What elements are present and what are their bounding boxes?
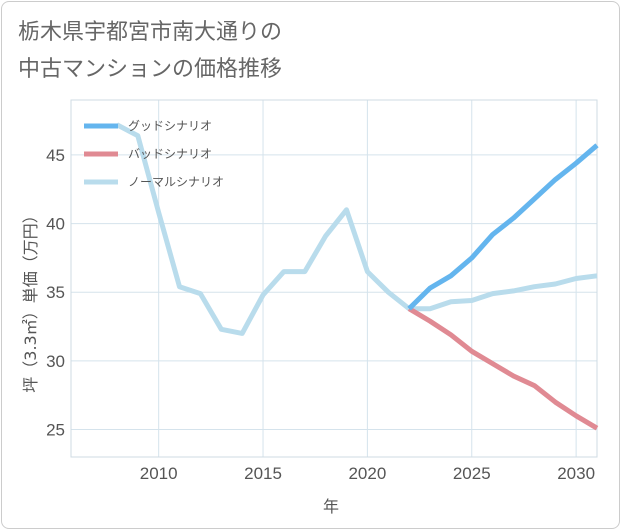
series-line-bad [407,306,599,431]
chart-title-line1: 栃木県宇都宮市南大通りの [18,20,283,45]
y-tick-label: 45 [46,146,65,165]
x-axis-label: 年 [323,497,339,516]
axis-ticks: 2010 2015 2020 2025 2030 25 30 35 40 45 [46,146,595,483]
legend-label-good: グッドシナリオ [128,119,212,133]
chart-title: 栃木県宇都宮市南大通りの 中古マンションの価格推移 [18,14,282,88]
x-tick-label: 2025 [453,464,491,483]
x-tick-label: 2015 [244,464,282,483]
y-axis-label: 坪（3.3㎡）単価（万円） [21,207,40,392]
x-tick-label: 2030 [557,464,595,483]
series-line-normal [115,122,598,336]
x-tick-label: 2020 [348,464,386,483]
chart-title-line2: 中古マンションの価格推移 [18,57,283,82]
y-tick-label: 40 [46,215,65,234]
legend-label-normal: ノーマルシナリオ [128,175,224,189]
plot-frame [70,99,598,458]
y-tick-label: 35 [46,283,65,302]
legend-label-bad: バッドシナリオ [128,147,212,161]
y-tick-label: 30 [46,352,65,371]
x-tick-label: 2010 [140,464,178,483]
y-tick-label: 25 [46,421,65,440]
series-line-good [407,143,599,311]
series-lines [115,122,599,431]
